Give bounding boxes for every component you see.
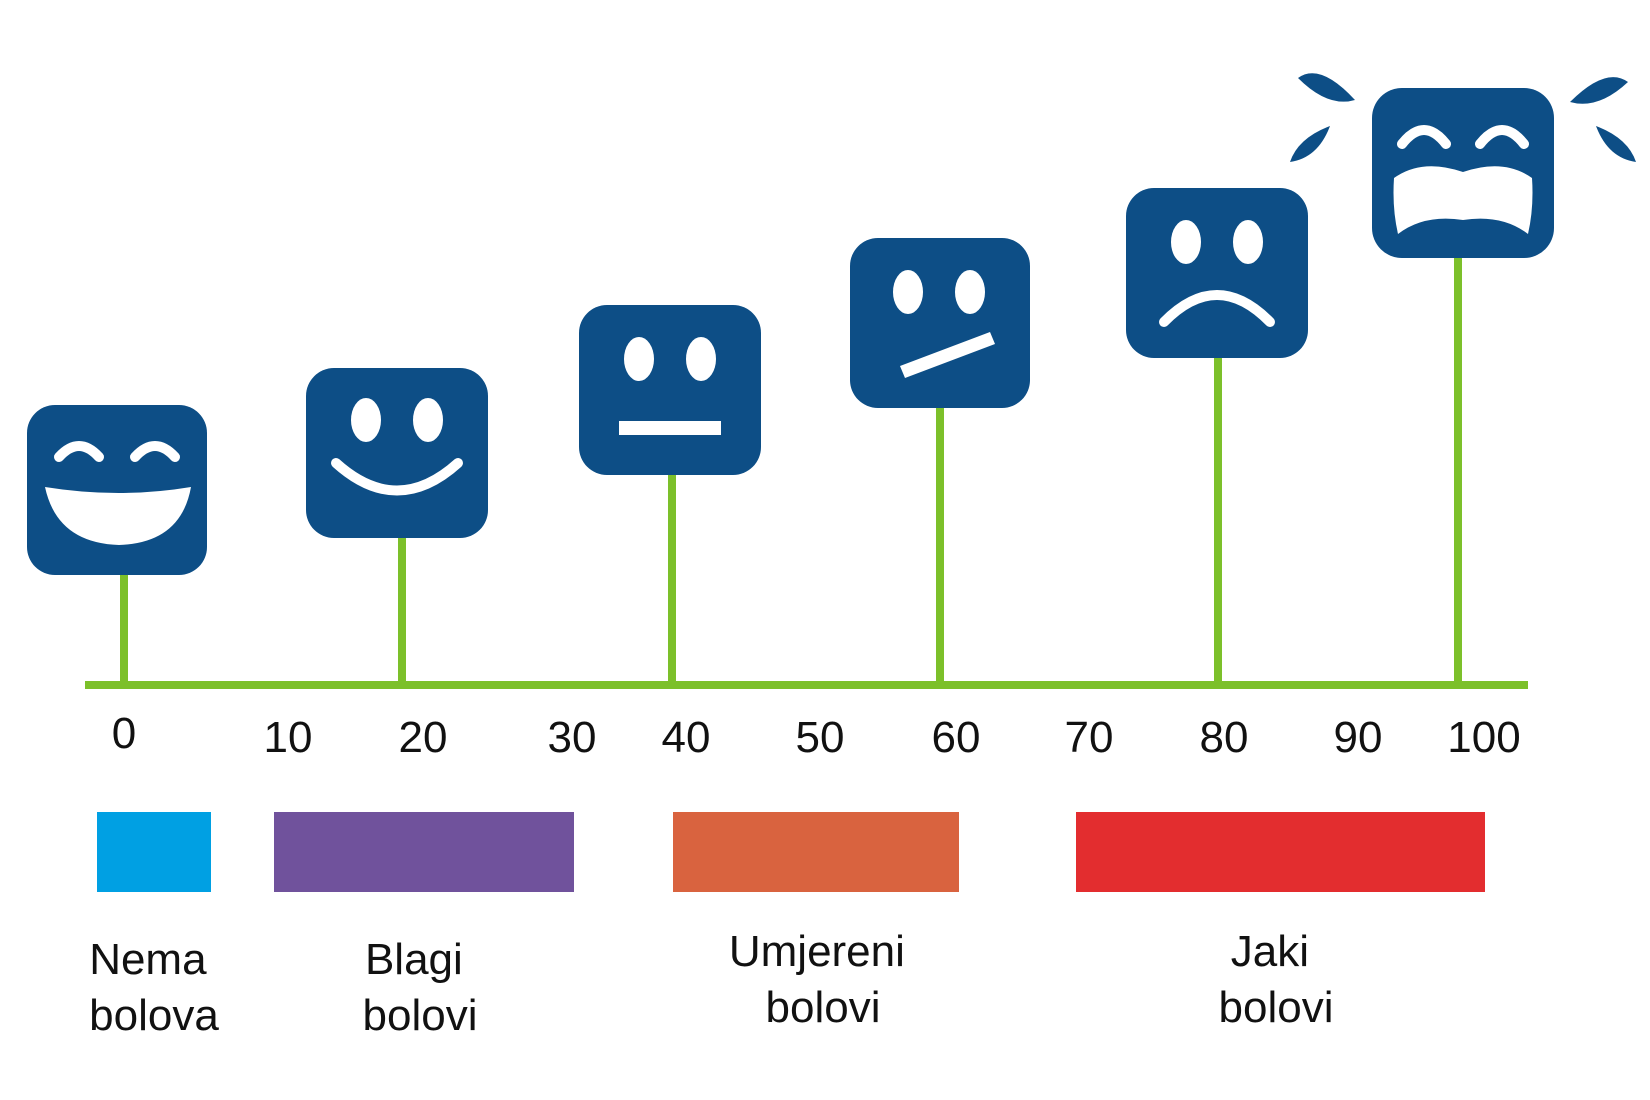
crying-face-icon: [1372, 88, 1554, 258]
laughing-face-icon: [27, 405, 207, 575]
neutral-face-icon: [579, 305, 761, 475]
stems: [120, 250, 1462, 685]
tick-label-0: 0: [112, 709, 136, 758]
category-label-none: Nema bolova: [89, 935, 219, 1040]
tick-label-80: 80: [1200, 713, 1249, 762]
tick-label-30: 30: [548, 713, 597, 762]
tick-label-40: 40: [662, 713, 711, 762]
tick-label-10: 10: [264, 713, 313, 762]
category-labels: Nema bolova Blagi bolovi Umjereni bolovi…: [89, 927, 1333, 1040]
category-label-mild: Blagi bolovi: [363, 935, 478, 1040]
category-label-moderate: Umjereni bolovi: [729, 927, 917, 1032]
scale-tick-labels: 0 10 20 30 40 50 60 70 80 90 100: [112, 709, 1521, 762]
category-bar-none: [97, 812, 211, 892]
uneasy-face-icon: [850, 238, 1030, 408]
tick-label-50: 50: [796, 713, 845, 762]
category-bar-severe: [1076, 812, 1485, 892]
category-label-severe: Jaki bolovi: [1219, 927, 1334, 1032]
tick-label-90: 90: [1334, 713, 1383, 762]
category-bar-moderate: [673, 812, 959, 892]
category-bars: [97, 812, 1485, 892]
tear-drops: [1290, 73, 1636, 162]
tick-label-60: 60: [932, 713, 981, 762]
tick-label-100: 100: [1447, 713, 1520, 762]
tick-label-20: 20: [399, 713, 448, 762]
sad-face-icon: [1126, 188, 1308, 358]
tick-label-70: 70: [1065, 713, 1114, 762]
smiling-face-icon: [306, 368, 488, 538]
category-bar-mild: [274, 812, 574, 892]
